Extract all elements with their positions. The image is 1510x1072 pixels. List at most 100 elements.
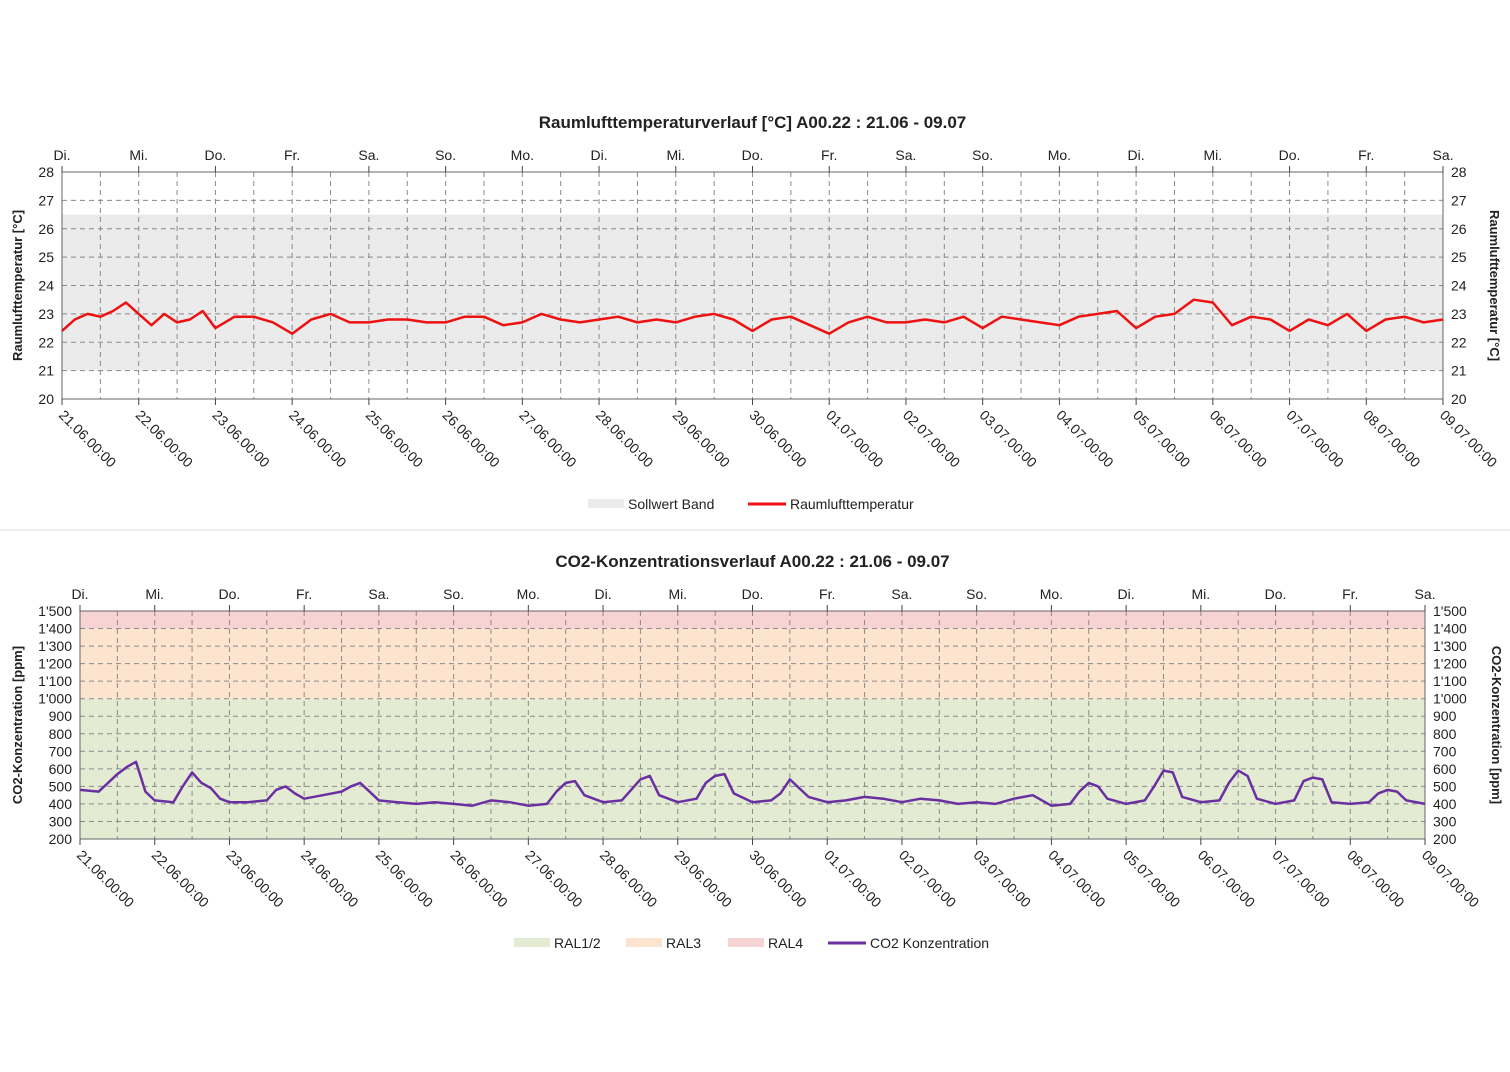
y-tick-right: 25: [1451, 249, 1467, 265]
weekday-label: Mi.: [145, 586, 164, 602]
y-tick-right: 23: [1451, 306, 1467, 322]
weekday-label: Mi.: [1191, 586, 1210, 602]
weekday-label: Mo.: [511, 147, 534, 163]
y-tick-left: 26: [38, 221, 54, 237]
y-axis-label-right: Raumlufttemperatur [°C]: [1487, 210, 1502, 361]
weekday-label: Mi.: [1203, 147, 1222, 163]
y-tick-right: 700: [1433, 743, 1457, 759]
x-tick-label: 05.07.00:00: [1120, 847, 1184, 911]
x-tick-label: 21.06.00:00: [74, 847, 138, 911]
legend-label: Raumlufttemperatur: [790, 496, 914, 512]
x-tick-label: 26.06.00:00: [447, 847, 511, 911]
x-tick-label: 24.06.00:00: [286, 407, 350, 471]
weekday-label: Do.: [742, 147, 764, 163]
x-tick-label: 01.07.00:00: [823, 407, 887, 471]
weekday-label: Mo.: [517, 586, 540, 602]
y-tick-left: 22: [38, 334, 54, 350]
weekday-label: Mo.: [1048, 147, 1071, 163]
x-tick-label: 04.07.00:00: [1045, 847, 1109, 911]
legend-swatch: [588, 499, 624, 508]
y-tick-left: 1'200: [38, 656, 72, 672]
y-tick-left: 700: [49, 743, 73, 759]
y-tick-right: 26: [1451, 221, 1467, 237]
y-tick-right: 300: [1433, 813, 1457, 829]
x-tick-label: 07.07.00:00: [1283, 407, 1347, 471]
weekday-label: Di.: [594, 586, 611, 602]
legend-label: RAL4: [768, 935, 803, 951]
y-tick-right: 28: [1451, 164, 1467, 180]
y-tick-left: 200: [49, 831, 73, 847]
y-tick-left: 25: [38, 249, 54, 265]
y-tick-right: 1'000: [1433, 691, 1467, 707]
weekday-label: Di.: [1118, 586, 1135, 602]
chart-title: Raumlufttemperaturverlauf [°C] A00.22 : …: [539, 113, 967, 132]
x-tick-label: 29.06.00:00: [672, 847, 736, 911]
y-tick-right: 400: [1433, 796, 1457, 812]
x-tick-label: 30.06.00:00: [746, 407, 810, 471]
x-tick-label: 03.07.00:00: [971, 847, 1035, 911]
y-tick-left: 1'400: [38, 621, 72, 637]
weekday-label: So.: [435, 147, 456, 163]
y-tick-right: 1'400: [1433, 621, 1467, 637]
y-tick-left: 20: [38, 391, 54, 407]
weekday-label: Fr.: [1342, 586, 1358, 602]
x-tick-label: 25.06.00:00: [373, 847, 437, 911]
y-tick-right: 20: [1451, 391, 1467, 407]
x-tick-label: 01.07.00:00: [821, 847, 885, 911]
x-tick-label: 08.07.00:00: [1344, 847, 1408, 911]
x-tick-label: 25.06.00:00: [363, 407, 427, 471]
weekday-label: So.: [972, 147, 993, 163]
weekday-label: Di.: [71, 586, 88, 602]
weekday-label: Do.: [742, 586, 764, 602]
weekday-label: Sa.: [1414, 586, 1435, 602]
y-tick-right: 200: [1433, 831, 1457, 847]
y-tick-right: 1'100: [1433, 673, 1467, 689]
weekday-label: Sa.: [358, 147, 379, 163]
x-tick-label: 04.07.00:00: [1053, 407, 1117, 471]
weekday-label: Fr.: [296, 586, 312, 602]
x-tick-label: 28.06.00:00: [593, 407, 657, 471]
y-tick-right: 500: [1433, 778, 1457, 794]
weekday-label: Do.: [205, 147, 227, 163]
y-tick-right: 1'200: [1433, 656, 1467, 672]
weekday-label: Do.: [1279, 147, 1301, 163]
weekday-label: Sa.: [891, 586, 912, 602]
x-tick-label: 23.06.00:00: [223, 847, 287, 911]
x-tick-label: 02.07.00:00: [896, 847, 960, 911]
chart-title: CO2-Konzentrationsverlauf A00.22 : 21.06…: [555, 552, 949, 571]
y-tick-left: 400: [49, 796, 73, 812]
x-tick-label: 06.07.00:00: [1195, 847, 1259, 911]
weekday-label: So.: [443, 586, 464, 602]
weekday-label: Di.: [590, 147, 607, 163]
weekday-label: Di.: [53, 147, 70, 163]
y-tick-right: 900: [1433, 708, 1457, 724]
x-tick-label: 28.06.00:00: [597, 847, 661, 911]
legend-swatch: [626, 938, 662, 947]
x-tick-label: 23.06.00:00: [209, 407, 273, 471]
series-line-raumlufttemperatur: [61, 298, 1444, 335]
weekday-label: Fr.: [1358, 147, 1374, 163]
x-tick-label: 21.06.00:00: [56, 407, 120, 471]
x-tick-label: 22.06.00:00: [133, 407, 197, 471]
y-tick-left: 27: [38, 192, 54, 208]
y-tick-left: 21: [38, 363, 54, 379]
x-tick-label: 26.06.00:00: [439, 407, 503, 471]
y-axis-label-left: CO2-Konzentration [ppm]: [10, 646, 25, 804]
weekday-label: So.: [966, 586, 987, 602]
weekday-label: Mi.: [666, 147, 685, 163]
y-tick-right: 1'500: [1433, 603, 1467, 619]
y-tick-left: 1'000: [38, 691, 72, 707]
y-tick-left: 23: [38, 306, 54, 322]
weekday-label: Mo.: [1040, 586, 1063, 602]
y-tick-right: 800: [1433, 726, 1457, 742]
y-tick-left: 28: [38, 164, 54, 180]
y-tick-left: 300: [49, 813, 73, 829]
x-tick-label: 22.06.00:00: [149, 847, 213, 911]
weekday-label: Fr.: [821, 147, 837, 163]
legend-label: CO2 Konzentration: [870, 935, 989, 951]
x-tick-label: 08.07.00:00: [1360, 407, 1424, 471]
y-tick-left: 500: [49, 778, 73, 794]
